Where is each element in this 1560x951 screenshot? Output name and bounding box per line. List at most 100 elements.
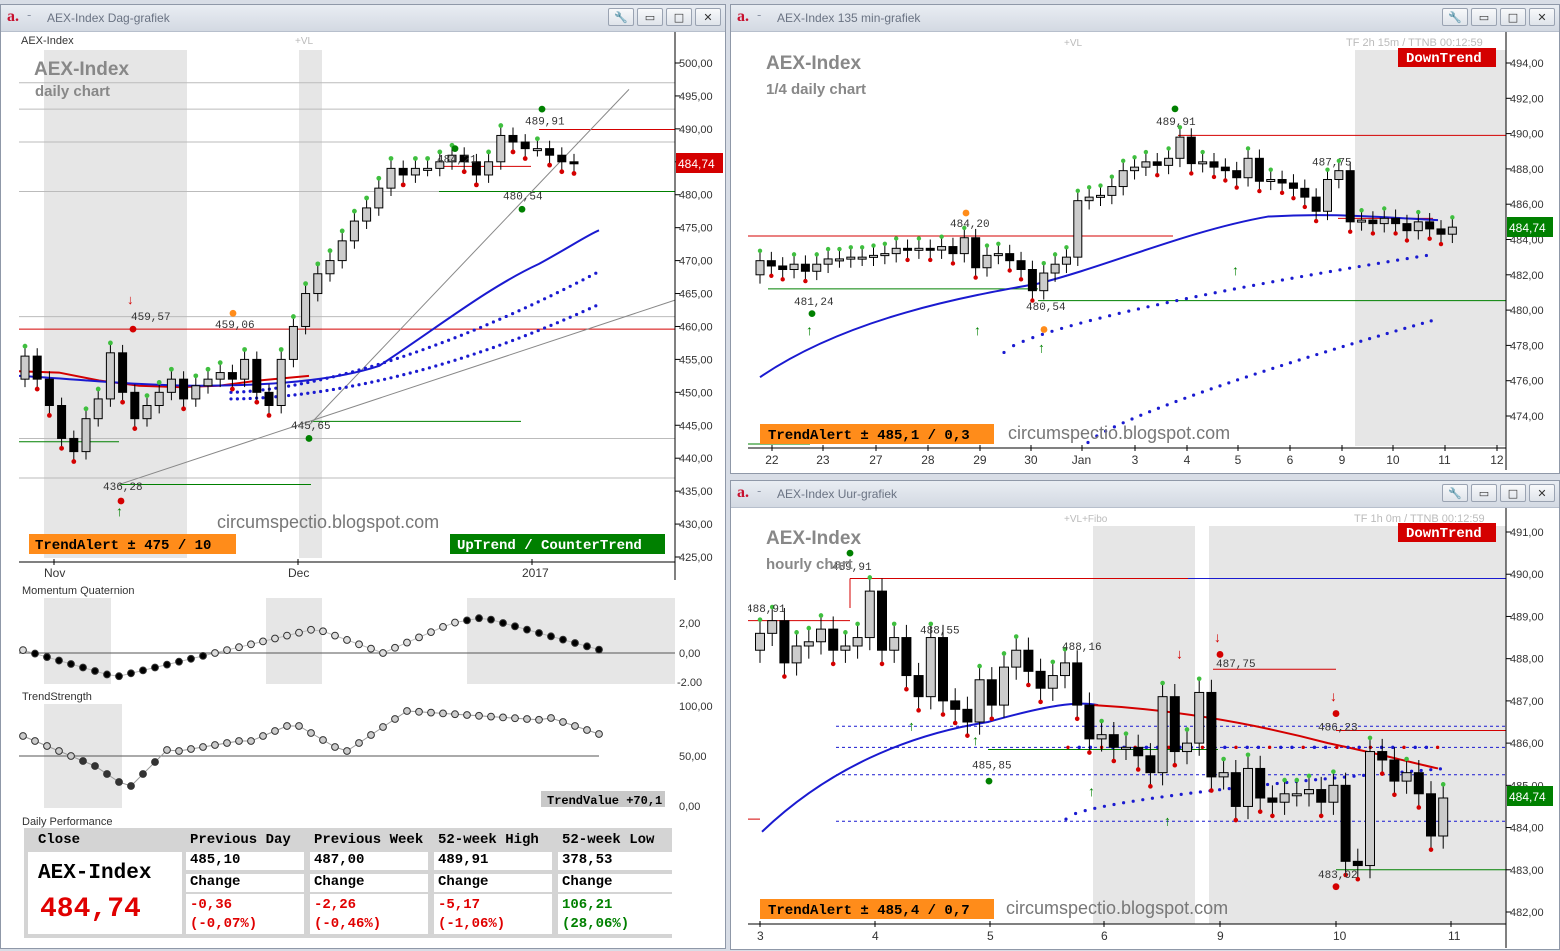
band-dot (1394, 329, 1398, 333)
down-arrow-icon: ↓ (1176, 646, 1183, 662)
candle (227, 372, 237, 380)
candle (937, 246, 947, 251)
momentum-dot (451, 618, 459, 627)
candle-marker (1098, 183, 1103, 188)
maximize-icon[interactable]: □ (666, 8, 692, 26)
close-icon[interactable]: ✕ (1529, 8, 1555, 26)
min135-downtrend: DownTrend (1406, 51, 1482, 67)
band-dot (1435, 745, 1440, 750)
trendstrength-dot (211, 741, 219, 749)
trendstrength-dot (187, 745, 195, 753)
momentum-dot (595, 645, 603, 654)
band-dot (1368, 337, 1372, 341)
candle-marker (1086, 185, 1092, 190)
candle (154, 391, 164, 407)
y-tick-label: 425,00 (679, 552, 713, 564)
trendstrength-dot (559, 718, 567, 726)
candle (118, 352, 128, 393)
candle-marker (855, 621, 860, 627)
candle-marker (905, 257, 910, 263)
band-dot (1403, 326, 1407, 330)
minimize-icon[interactable]: ▭ (1471, 484, 1497, 502)
signal-dot (1171, 105, 1179, 113)
app-logo-icon: a. (737, 484, 749, 501)
min135-watermark: circumspectio.blogspot.com (1008, 423, 1230, 443)
band-dot (1290, 745, 1294, 750)
hourly-price-chart[interactable]: 488,91 489,91 488,55 488,16 485,85 487,75 486,… (748, 508, 1558, 948)
candle (1267, 797, 1278, 803)
band-dot (1300, 274, 1304, 279)
band-dot (1312, 745, 1317, 750)
close-icon[interactable]: ✕ (1529, 484, 1555, 502)
y-tick-label: 482,00 (1510, 907, 1544, 919)
x-tick-label: Jan (1072, 453, 1091, 467)
band-dot (453, 358, 457, 362)
candle (840, 645, 851, 651)
candle (1027, 269, 1037, 292)
maximize-icon[interactable]: □ (1500, 484, 1526, 502)
band-dot (1236, 378, 1240, 382)
band-dot (459, 356, 463, 360)
hourly-titlebar: a. - AEX-Index Uur-grafiek 🔧 ▭ □ ✕ (731, 481, 1559, 508)
candle-marker (1416, 805, 1422, 810)
trendstrength-dot (151, 758, 159, 766)
candle (374, 187, 384, 209)
candle (816, 628, 826, 643)
candle-marker (1427, 236, 1432, 241)
candle (864, 590, 875, 639)
candle (1447, 226, 1457, 235)
band-dot (357, 383, 361, 387)
band-dot (1108, 314, 1112, 318)
band-dot (1174, 399, 1178, 404)
band-dot (351, 384, 355, 388)
candle-marker (1270, 813, 1275, 819)
daily-price-chart[interactable]: 459,57 459,06 445,65 436,28 484,21 489,91 480,… (19, 32, 723, 580)
band-dot (274, 386, 278, 390)
momentum-dot (427, 628, 435, 637)
wrench-icon[interactable]: 🔧 (1442, 484, 1468, 502)
band-dot (312, 390, 316, 395)
wrench-icon[interactable]: 🔧 (608, 8, 634, 26)
band-dot (415, 350, 419, 354)
candle-marker (1038, 699, 1043, 705)
close-icon[interactable]: ✕ (695, 8, 721, 26)
band-dot (421, 348, 425, 352)
performance-table: Close AEX-Index 484,74 Previous Day 485,1… (24, 828, 676, 938)
candle (914, 247, 924, 251)
candle-marker (1221, 756, 1226, 762)
candle-marker (1331, 769, 1336, 774)
candle (1107, 186, 1117, 196)
candle (1304, 789, 1314, 795)
momentum-dot (67, 660, 75, 668)
y-tick-label: 476,00 (1510, 376, 1544, 388)
candle (823, 258, 833, 265)
band-dot (1139, 413, 1143, 417)
band-dot (383, 360, 387, 365)
candle (800, 263, 810, 272)
wrench-icon[interactable]: 🔧 (1442, 8, 1468, 26)
candle (1152, 161, 1162, 166)
minimize-icon[interactable]: ▭ (637, 8, 663, 26)
candle (349, 220, 359, 242)
candle-marker (352, 208, 357, 214)
x-tick-label: 11 (1448, 929, 1461, 943)
signal-dot (1040, 326, 1048, 333)
candle-marker (1007, 268, 1012, 273)
maximize-icon[interactable]: □ (1500, 8, 1526, 26)
trendstrength-dot (259, 732, 267, 740)
candle-marker (973, 275, 978, 280)
candle-marker (757, 248, 763, 254)
momentum-dot (79, 663, 87, 672)
candle-marker (1367, 735, 1373, 741)
candle-marker (181, 406, 187, 412)
min135-price-chart[interactable]: 481,24 484,20 480,54 489,91 487,75 ↑ ↑ ↑ ↑ 494,0… (748, 32, 1558, 470)
trendstrength-dot (391, 715, 399, 723)
band-dot (1060, 326, 1064, 331)
minimize-icon[interactable]: ▭ (1471, 8, 1497, 26)
candle-marker (830, 661, 836, 667)
candle (1323, 178, 1332, 212)
perf-col-header: Previous Week (314, 832, 424, 848)
band-dot (1271, 366, 1275, 370)
band-dot (1086, 440, 1090, 445)
candle (901, 637, 912, 677)
